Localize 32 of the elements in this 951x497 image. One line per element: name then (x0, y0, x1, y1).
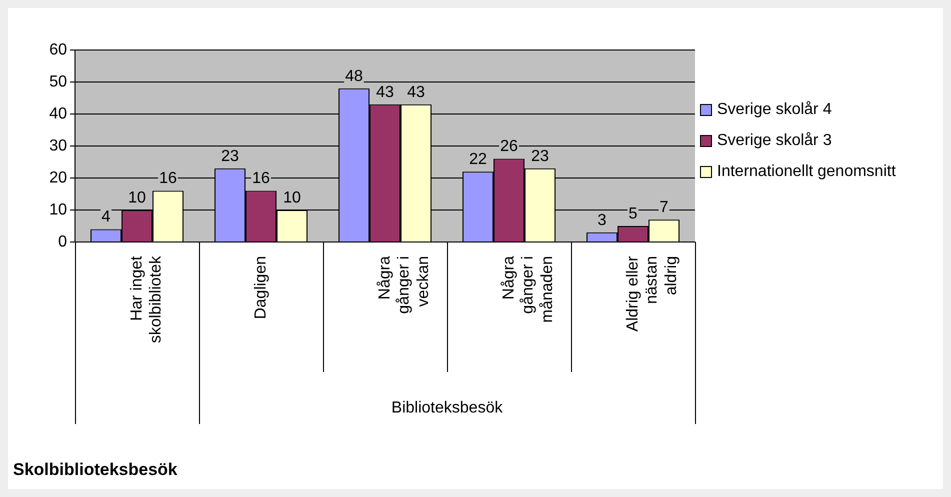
y-tick-label: 0 (58, 233, 68, 250)
y-tick-label: 60 (49, 41, 68, 58)
y-tick-label: 20 (49, 169, 68, 186)
data-label: 3 (598, 212, 607, 229)
data-label: 23 (531, 148, 549, 165)
data-label: 16 (252, 170, 270, 188)
legend-label: Sverige skolår 3 (717, 132, 832, 150)
y-tick-label: 10 (49, 201, 68, 218)
x-tick-label: Dagligen (252, 256, 270, 320)
text: Skolbiblioteksbesök (13, 460, 178, 480)
data-label: 22 (469, 151, 487, 168)
x-tick-label: Har inget skolbibliotek (128, 255, 165, 344)
data-label: 5 (628, 205, 638, 222)
x-tick-label: Aldrig eller nästan aldrig (624, 255, 680, 332)
y-tick-label: 30 (49, 137, 68, 154)
data-label: 10 (283, 189, 301, 206)
data-label: 43 (407, 84, 425, 101)
data-label: 16 (159, 170, 177, 188)
legend-label: Sverige skolår 4 (717, 100, 832, 118)
data-label: 43 (376, 84, 394, 101)
x-tick-label: Några gånger i veckan (376, 256, 432, 314)
y-tick-label: 50 (49, 73, 68, 90)
y-tick-label: 40 (49, 105, 68, 122)
data-label: 48 (345, 68, 363, 85)
data-label: 26 (500, 138, 518, 156)
data-label: 4 (102, 208, 111, 226)
x-axis-title: Biblioteksbesök (391, 399, 504, 416)
data-label: 10 (128, 189, 146, 206)
x-tick-label: Några gånger i månaden (500, 256, 556, 323)
data-label: 7 (660, 199, 669, 216)
legend-label: Internationellt genomsnitt (717, 162, 896, 180)
data-label: 23 (221, 148, 239, 165)
